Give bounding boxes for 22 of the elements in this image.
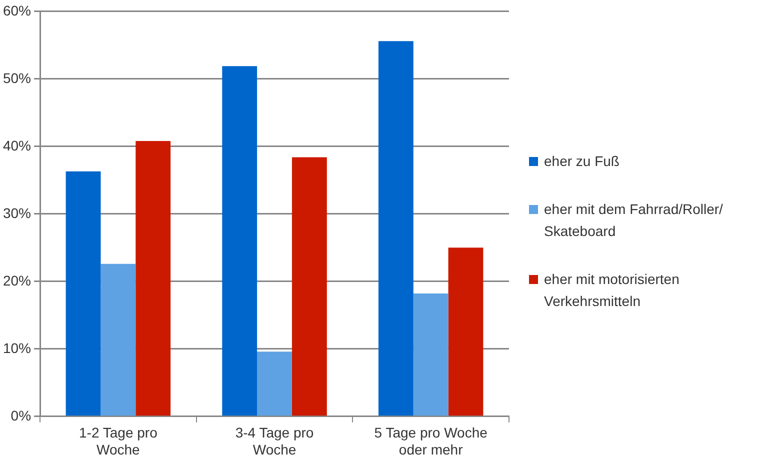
bar bbox=[136, 141, 171, 416]
y-tick-label: 50% bbox=[2, 70, 32, 86]
y-tick-label: 10% bbox=[2, 340, 32, 356]
bar bbox=[66, 171, 101, 416]
x-tick-label: 1-2 Tage pro Woche bbox=[79, 424, 158, 458]
x-tick-label: 5 Tage pro Woche oder mehr bbox=[374, 424, 488, 458]
bar bbox=[448, 248, 484, 416]
y-tick-label: 30% bbox=[2, 204, 32, 221]
y-tick-label: 60% bbox=[2, 2, 32, 18]
bar bbox=[100, 264, 136, 416]
bar bbox=[292, 157, 327, 416]
bar bbox=[413, 294, 448, 416]
bar bbox=[222, 66, 258, 416]
legend-label: eher mit motorisierten Verkehrsmitteln bbox=[544, 270, 680, 311]
x-tick-label: 3-4 Tage pro Woche bbox=[235, 424, 314, 458]
y-tick-label: 20% bbox=[2, 272, 32, 288]
y-tick-label: 40% bbox=[2, 137, 32, 154]
bar bbox=[257, 352, 292, 416]
legend-label: eher zu Fuß bbox=[544, 152, 620, 171]
y-tick-label: 0% bbox=[10, 407, 32, 424]
legend-label: eher mit dem Fahrrad/Roller/ Skateboard bbox=[544, 200, 724, 241]
bar bbox=[378, 41, 414, 416]
